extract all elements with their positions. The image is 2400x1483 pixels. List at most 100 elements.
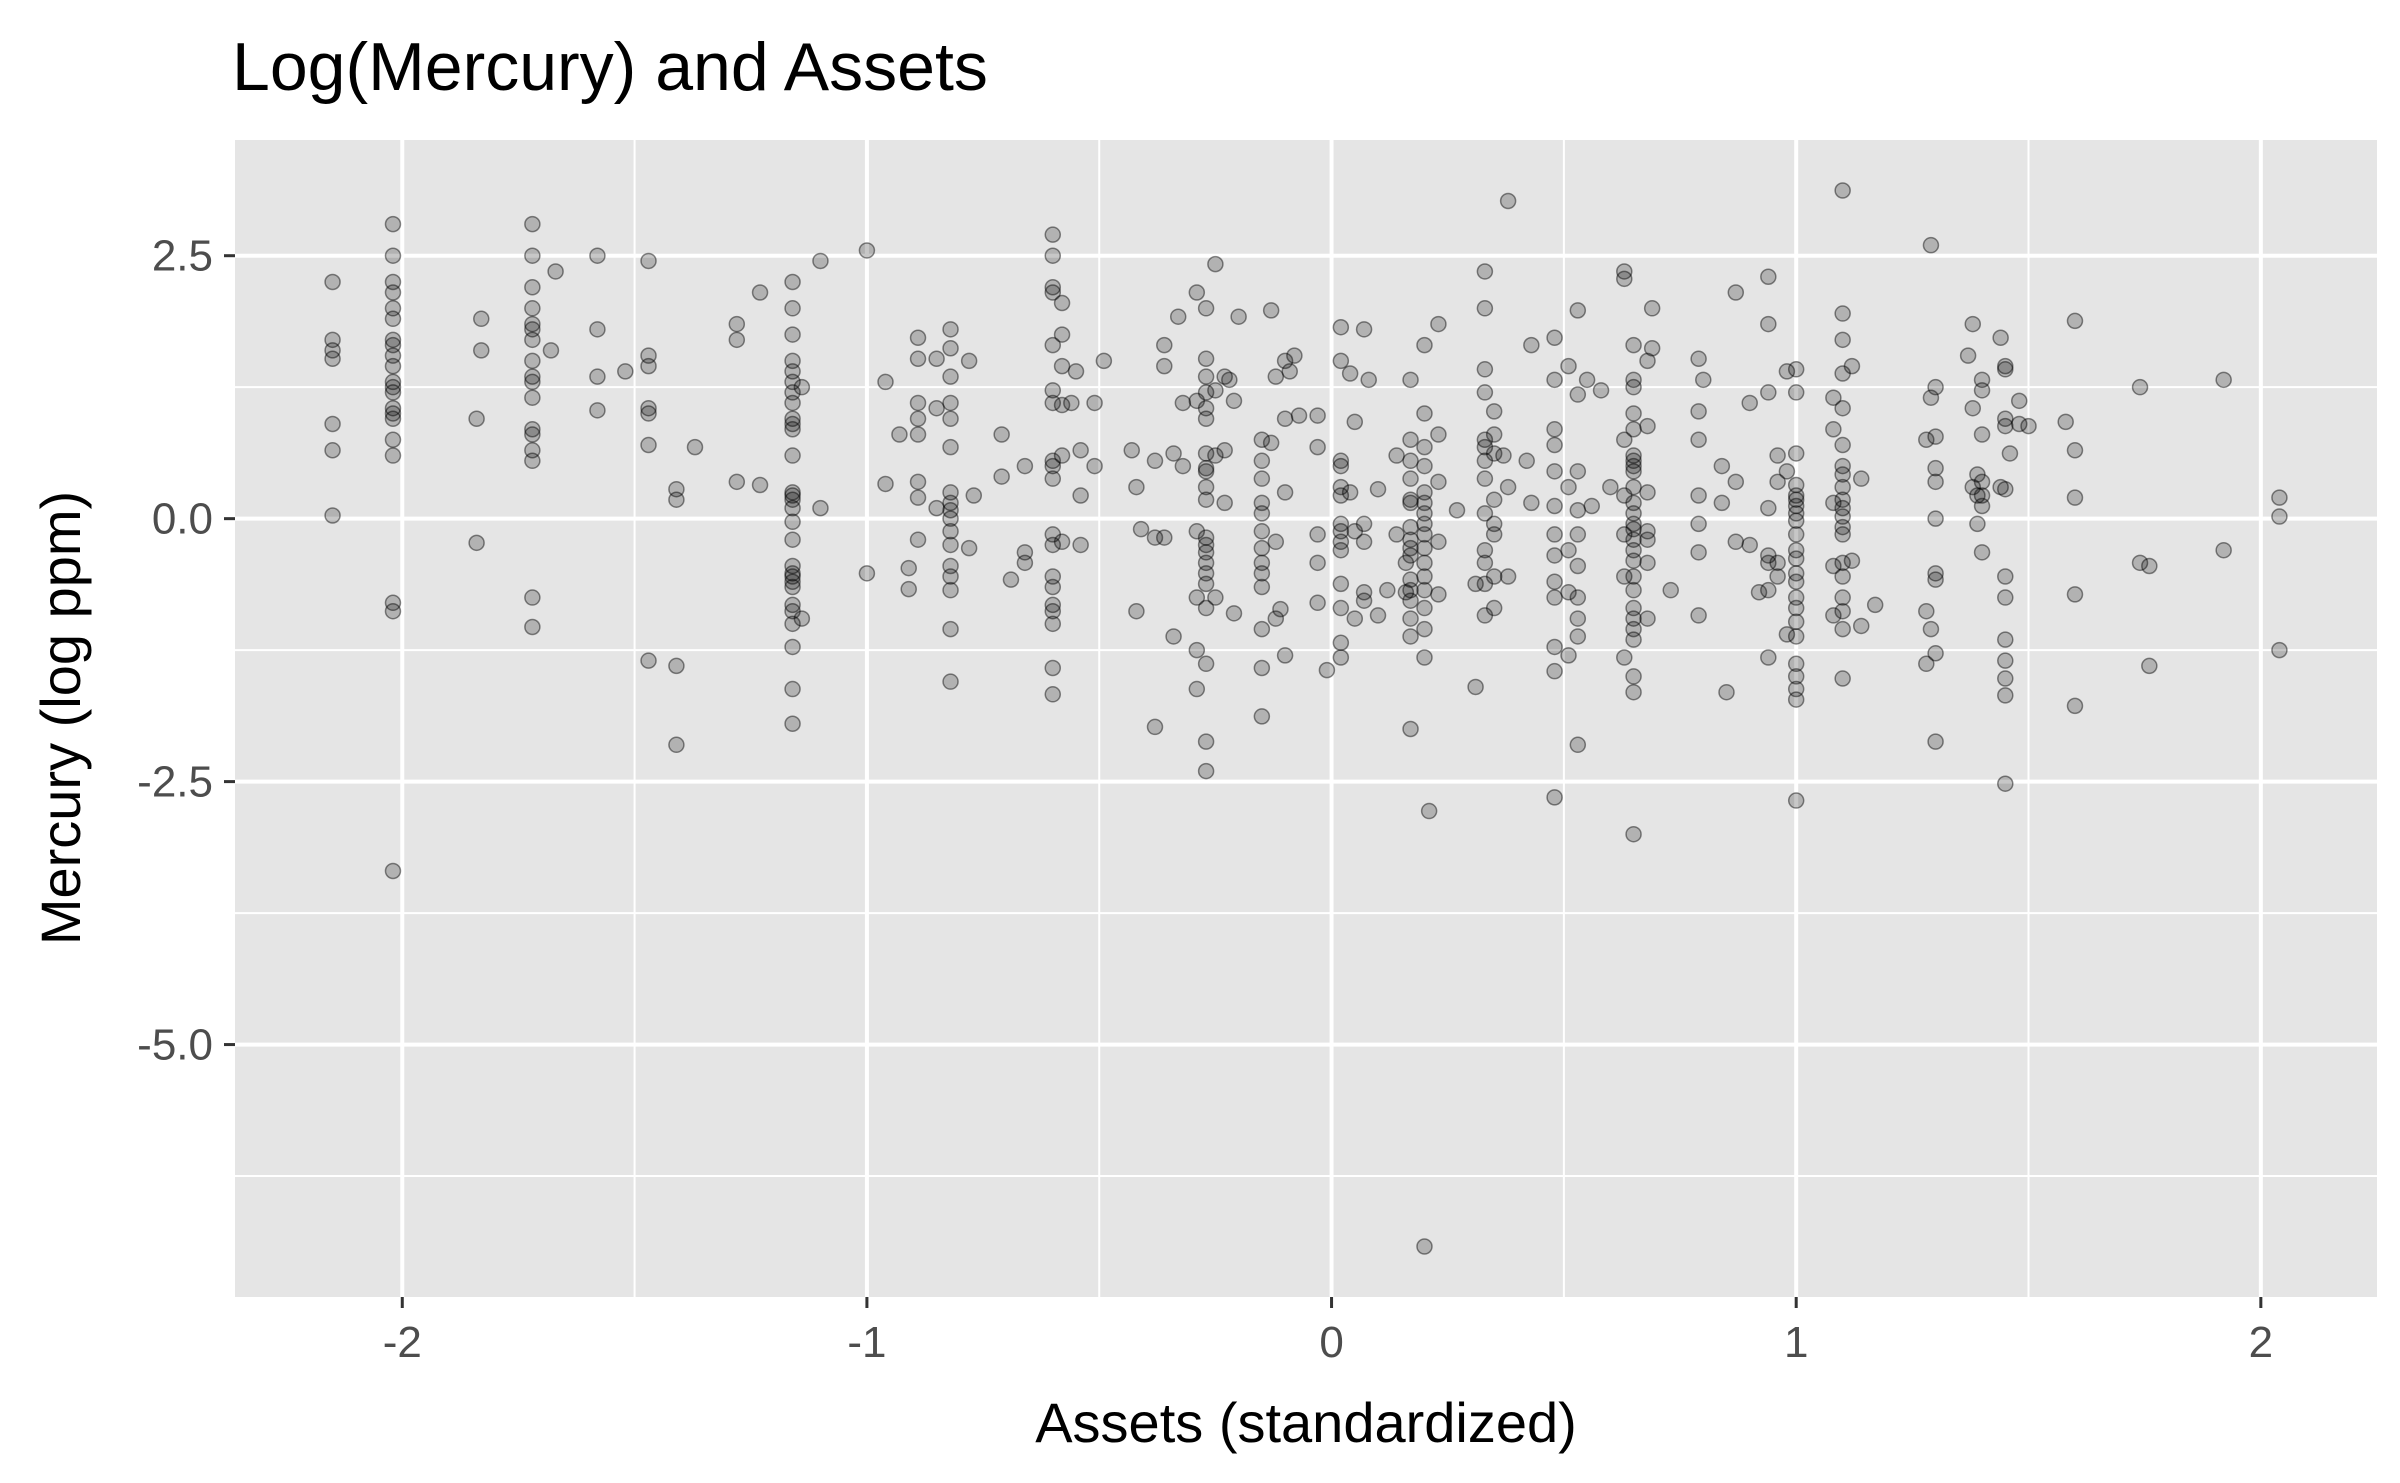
data-point bbox=[784, 410, 801, 427]
data-point bbox=[1332, 523, 1350, 540]
data-point bbox=[784, 513, 801, 531]
data-point bbox=[1485, 599, 1503, 617]
data-point bbox=[1997, 670, 2014, 687]
data-point bbox=[1973, 473, 1991, 491]
data-point bbox=[1355, 533, 1373, 551]
data-point bbox=[942, 620, 959, 638]
data-point bbox=[384, 273, 402, 291]
data-point bbox=[1332, 515, 1350, 533]
data-point bbox=[1625, 668, 1642, 685]
data-point bbox=[1369, 607, 1387, 624]
data-point bbox=[1485, 515, 1503, 533]
data-point bbox=[1997, 417, 2014, 435]
data-point bbox=[1787, 445, 1805, 462]
data-point bbox=[1787, 512, 1805, 530]
data-point bbox=[1476, 470, 1494, 487]
data-point bbox=[909, 473, 927, 491]
data-point bbox=[1485, 426, 1503, 443]
data-point bbox=[784, 578, 801, 596]
data-point bbox=[942, 581, 959, 599]
data-point bbox=[1216, 442, 1233, 459]
data-point bbox=[1044, 596, 1062, 614]
data-point bbox=[1402, 571, 1419, 588]
data-point bbox=[384, 384, 402, 401]
data-point bbox=[1927, 378, 1944, 396]
data-point bbox=[668, 736, 685, 754]
data-point bbox=[524, 389, 541, 406]
data-point bbox=[1485, 568, 1503, 585]
data-point bbox=[1053, 533, 1071, 551]
data-point bbox=[1625, 457, 1642, 475]
data-point bbox=[1379, 581, 1396, 599]
data-point bbox=[942, 536, 959, 554]
data-point bbox=[1476, 300, 1494, 317]
data-point bbox=[1044, 578, 1062, 596]
data-point bbox=[1341, 484, 1359, 501]
data-point bbox=[1216, 494, 1233, 512]
data-point bbox=[1402, 720, 1419, 738]
data-point bbox=[1476, 361, 1494, 378]
data-point bbox=[877, 475, 894, 493]
data-point bbox=[1922, 389, 1940, 406]
data-point bbox=[1569, 628, 1587, 645]
data-point bbox=[1332, 452, 1350, 470]
data-point bbox=[1713, 494, 1731, 512]
data-point bbox=[2066, 697, 2084, 715]
data-point bbox=[1518, 452, 1535, 470]
data-point bbox=[1197, 459, 1215, 477]
data-point bbox=[1332, 487, 1350, 504]
data-point bbox=[384, 247, 402, 264]
data-point bbox=[1402, 494, 1419, 512]
data-point bbox=[1569, 463, 1587, 480]
data-point bbox=[784, 421, 801, 438]
data-point bbox=[812, 499, 829, 517]
data-point bbox=[1690, 544, 1707, 561]
data-point bbox=[324, 331, 341, 349]
data-point bbox=[1643, 340, 1661, 357]
plot-panel bbox=[235, 140, 2377, 1297]
data-point bbox=[942, 557, 959, 575]
data-point bbox=[1332, 599, 1350, 617]
data-point bbox=[524, 315, 541, 333]
data-point bbox=[1346, 523, 1364, 540]
data-point bbox=[1230, 308, 1247, 325]
data-point bbox=[2066, 312, 2084, 330]
data-point bbox=[384, 594, 402, 612]
data-point bbox=[1332, 478, 1350, 496]
data-point bbox=[1476, 505, 1494, 522]
data-point bbox=[1750, 584, 1768, 601]
data-point bbox=[1332, 634, 1350, 652]
data-point bbox=[1197, 410, 1215, 427]
data-point bbox=[1402, 470, 1419, 487]
data-point bbox=[1476, 575, 1494, 593]
data-point bbox=[1546, 589, 1563, 606]
data-point bbox=[1727, 284, 1745, 301]
data-point bbox=[1690, 515, 1707, 533]
data-point bbox=[1397, 584, 1415, 601]
data-point bbox=[1253, 565, 1271, 582]
data-point bbox=[900, 580, 917, 598]
data-point bbox=[384, 399, 402, 417]
data-point bbox=[1355, 515, 1373, 533]
data-point bbox=[1197, 536, 1215, 554]
data-point bbox=[2010, 392, 2028, 410]
data-point bbox=[640, 436, 657, 454]
data-point bbox=[1416, 336, 1433, 354]
data-point bbox=[1402, 431, 1419, 449]
data-point bbox=[324, 442, 341, 459]
data-point bbox=[1523, 494, 1540, 512]
data-point bbox=[1072, 442, 1089, 459]
data-point bbox=[1834, 466, 1851, 483]
data-point bbox=[1690, 431, 1707, 449]
data-point bbox=[1128, 478, 1145, 496]
data-point bbox=[1639, 554, 1656, 572]
data-point bbox=[2271, 489, 2288, 506]
data-point bbox=[589, 402, 606, 419]
y-tick-label: -5.0 bbox=[137, 1021, 213, 1070]
data-point bbox=[784, 568, 801, 585]
data-point bbox=[1086, 457, 1103, 475]
data-point bbox=[2001, 445, 2019, 462]
data-point bbox=[1044, 226, 1062, 243]
data-point bbox=[1388, 447, 1405, 464]
data-point bbox=[1216, 368, 1233, 385]
